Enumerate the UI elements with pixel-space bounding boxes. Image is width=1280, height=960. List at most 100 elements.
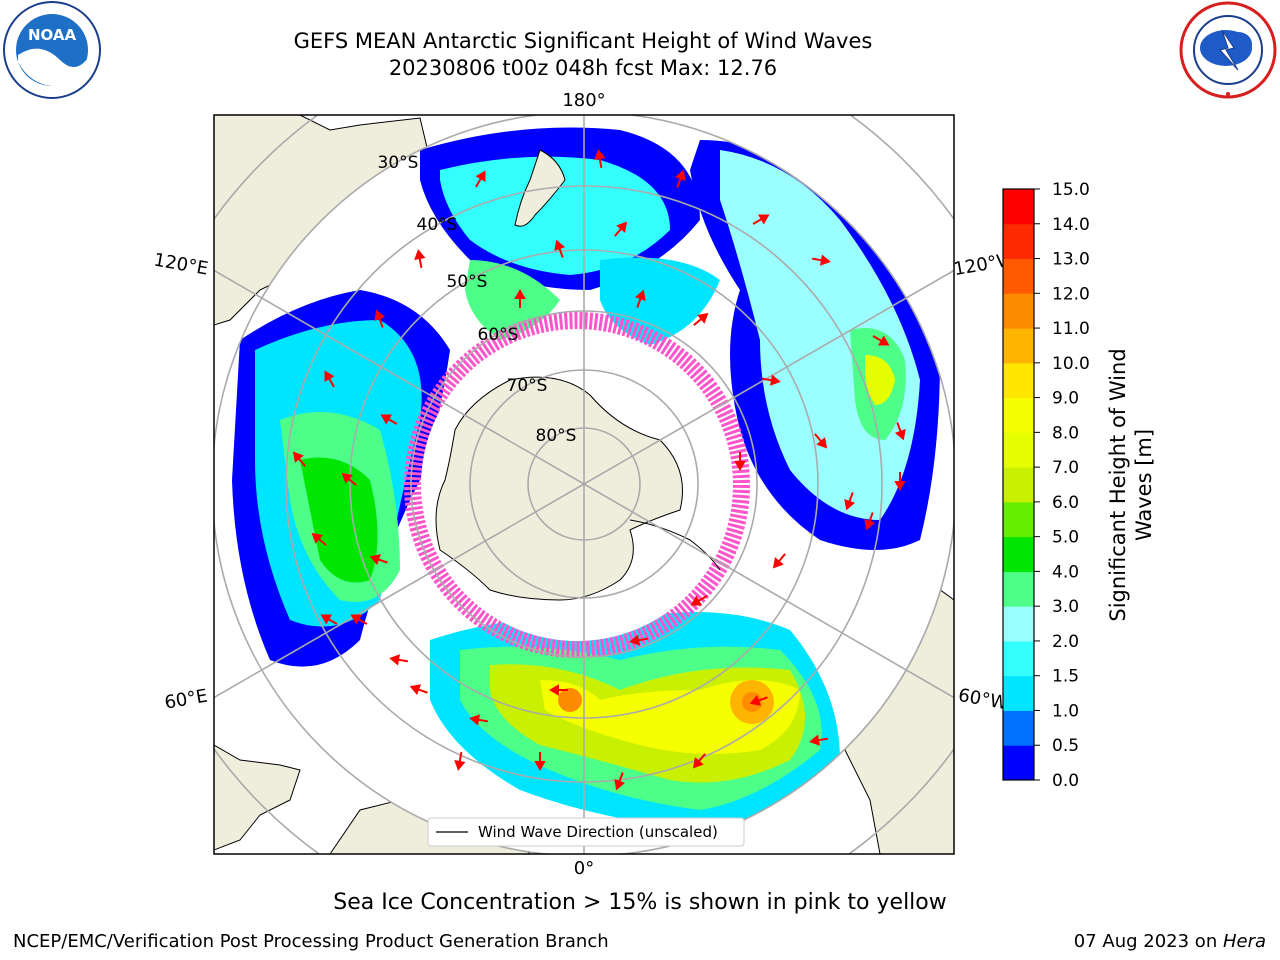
colorbar-label: Significant Height of Wind Waves [m] xyxy=(1106,348,1156,621)
legend-box xyxy=(427,817,745,847)
colorbar-swatch xyxy=(1003,467,1034,503)
wave-direction-arrow xyxy=(809,734,829,746)
wave-direction-arrow xyxy=(594,149,606,169)
wave-direction-arrow xyxy=(674,169,686,188)
colorbar-tick-label: 1.0 xyxy=(1052,701,1079,721)
colorbar-tick-label: 2.0 xyxy=(1052,632,1079,652)
colorbar-tick-label: 15.0 xyxy=(1052,180,1090,200)
lon-label-60w: 60°W xyxy=(957,685,1010,714)
colorbar-tick-label: 12.0 xyxy=(1052,284,1090,304)
wave-direction-arrow xyxy=(380,414,398,425)
colorbar-tick-label: 1.5 xyxy=(1052,667,1079,687)
wave-direction-arrow xyxy=(554,239,566,258)
colorbar-label-line1: Significant Height of Wind xyxy=(1106,348,1130,621)
lat-label-30s: 30°S xyxy=(378,153,419,173)
colorbar-swatch xyxy=(1003,606,1034,642)
colorbar-swatch xyxy=(1003,640,1034,677)
lon-label-180: 180° xyxy=(562,90,605,111)
colorbar-swatch xyxy=(1003,362,1034,399)
antarctica-land xyxy=(435,376,683,601)
legend-label: Wind Wave Direction (unscaled) xyxy=(478,823,718,841)
wave-direction-arrow xyxy=(894,472,906,492)
footer-date-text: 07 Aug 2023 on xyxy=(1073,931,1223,952)
wave-direction-arrow xyxy=(534,752,546,772)
wave-direction-arrow xyxy=(814,433,828,449)
colorbar-tick-label: 8.0 xyxy=(1052,423,1079,443)
lat-label-70s: 70°S xyxy=(507,376,548,396)
chart-title: GEFS MEAN Antarctic Significant Height o… xyxy=(293,29,873,53)
colorbar-tick-label: 0.5 xyxy=(1052,736,1079,756)
wave-direction-arrow xyxy=(350,614,368,625)
wave-direction-arrow xyxy=(634,289,646,308)
wave-direction-arrow xyxy=(292,451,306,467)
wave-direction-arrow xyxy=(409,684,428,696)
colorbar-swatch xyxy=(1003,189,1034,225)
sea-ice-note: Sea Ice Concentration > 15% is shown in … xyxy=(333,890,947,915)
colorbar-swatch xyxy=(1003,675,1034,711)
wave-direction-arrow xyxy=(475,170,486,188)
noaa-logo-text: NOAA xyxy=(28,26,77,44)
colorbar-swatch xyxy=(1003,293,1034,329)
wave-direction-arrow xyxy=(614,221,628,237)
wave-field-ross-sea xyxy=(600,257,720,345)
wave-direction-arrow xyxy=(514,288,526,308)
wave-direction-arrow xyxy=(761,374,781,386)
wave-direction-arrow xyxy=(414,249,426,269)
wave-direction-arrow xyxy=(454,751,466,771)
wave-direction-arrow xyxy=(844,492,856,511)
wave-field-indian-core xyxy=(300,457,378,583)
colorbar-tick-label: 14.0 xyxy=(1052,215,1090,235)
wave-direction-arrow xyxy=(629,634,649,646)
footer-host: Hera xyxy=(1222,931,1266,952)
wave-direction-arrow xyxy=(311,532,327,546)
wave-direction-arrow xyxy=(734,452,746,472)
wave-direction-arrow xyxy=(369,554,388,566)
colorbar-swatch xyxy=(1003,571,1034,607)
colorbar-tick-label: 4.0 xyxy=(1052,562,1079,582)
wave-direction-arrow xyxy=(324,370,335,388)
colorbar-swatch xyxy=(1003,397,1034,433)
colorbar-swatch xyxy=(1003,258,1034,294)
colorbar-tick-label: 13.0 xyxy=(1052,250,1090,270)
colorbar-frame xyxy=(1002,188,1035,781)
wave-direction-arrow xyxy=(614,772,626,791)
meridian-lines xyxy=(214,115,954,854)
colorbar-tick-label: 6.0 xyxy=(1052,493,1079,513)
chart-subtitle: 20230806 t00z 048h fcst Max: 12.76 xyxy=(388,56,778,80)
lat-label-50s: 50°S xyxy=(447,272,488,292)
colorbar-tick-label: 0.0 xyxy=(1052,771,1079,791)
colorbar-swatch xyxy=(1003,223,1034,260)
wave-field-pacific-east-core xyxy=(865,355,895,405)
lat-label-40s: 40°S xyxy=(417,215,458,235)
wave-direction-arrow xyxy=(389,654,409,666)
wave-direction-arrow xyxy=(864,512,876,531)
wave-secondary-max xyxy=(558,688,582,712)
nws-logo xyxy=(1179,1,1277,99)
noaa-logo: NOAA xyxy=(3,1,101,99)
wave-direction-arrow xyxy=(469,714,489,726)
footer-date: 07 Aug 2023 on Hera xyxy=(1074,931,1266,952)
wave-direction-arrow xyxy=(693,312,709,326)
wave-direction-arrow xyxy=(811,254,831,266)
wave-direction-arrow xyxy=(374,309,386,328)
colorbar-tick-label: 5.0 xyxy=(1052,528,1079,548)
wave-field-pacific-west-mid xyxy=(440,156,670,275)
wave-direction-arrow xyxy=(320,614,338,625)
colorbar: 0.0 0.5 1.0 1.5 2.0 3.0 4.0 5.0 6.0 7.0 8.0 9.0 10.0… xyxy=(1003,180,1090,791)
wave-direction-arrow xyxy=(749,694,768,706)
wave-direction-arrow xyxy=(894,422,906,441)
lat-label-80s: 80°S xyxy=(536,426,577,446)
wave-direction-arrow xyxy=(548,684,568,696)
wave-direction-arrow xyxy=(341,472,357,486)
colorbar-swatch xyxy=(1003,710,1034,746)
colorbar-swatch xyxy=(1003,432,1034,468)
wave-direction-arrow xyxy=(690,595,708,606)
lat-label-60s: 60°S xyxy=(478,325,519,345)
sea-ice-edge xyxy=(404,312,750,658)
wind-wave-arrows xyxy=(292,149,906,791)
map-frame xyxy=(213,114,955,855)
lon-label-0: 0° xyxy=(574,858,594,879)
colorbar-swatch xyxy=(1003,501,1034,538)
wave-direction-arrow xyxy=(752,214,770,225)
lon-label-120e: 120°E xyxy=(152,249,210,279)
